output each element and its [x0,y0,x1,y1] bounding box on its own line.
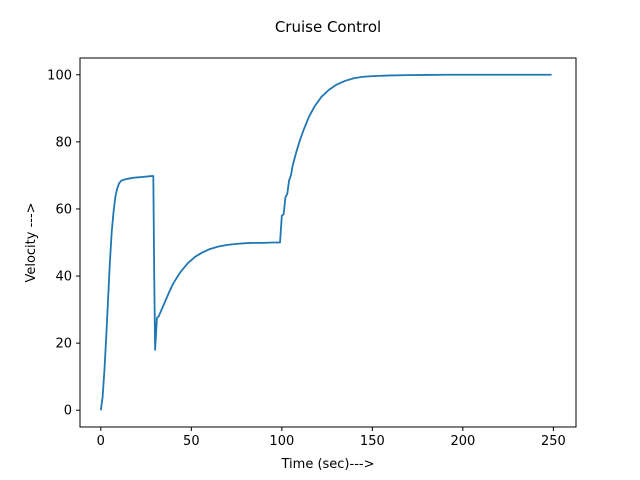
y-tick-label: 80 [55,135,72,150]
velocity-series-line [99,73,552,411]
x-axis-label: Time (sec)---> [281,457,375,472]
x-axis: 0 50 100 150 200 250 [97,427,566,449]
x-tick-label: 250 [541,434,566,449]
x-tick-label: 0 [97,434,105,449]
y-tick-label: 40 [55,270,72,285]
y-tick-label: 20 [55,337,72,352]
y-tick-label: 60 [55,202,72,217]
y-axis-label: Velocity ---> [24,202,39,282]
y-tick-label: 0 [64,404,72,419]
y-tick-label: 100 [47,68,72,83]
chart-title: Cruise Control [275,18,381,36]
x-tick-label: 150 [360,434,385,449]
y-axis: 0 20 40 60 80 100 [47,68,80,419]
x-tick-label: 50 [183,434,200,449]
x-tick-label: 100 [269,434,294,449]
x-tick-label: 200 [450,434,475,449]
plot-frame [79,57,577,428]
